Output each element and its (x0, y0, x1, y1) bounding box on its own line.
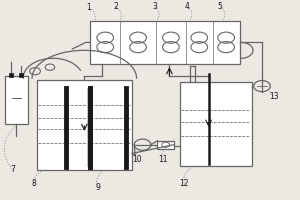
Text: 13: 13 (269, 92, 279, 101)
Text: 9: 9 (95, 183, 100, 192)
Bar (87, 88, 93, 167)
Bar (37, 80, 132, 170)
Bar (180, 82, 251, 166)
Text: 1: 1 (86, 3, 91, 12)
Text: 8: 8 (31, 179, 36, 188)
Text: 10: 10 (132, 155, 141, 164)
Bar (5, 76, 28, 124)
Text: 7: 7 (10, 165, 15, 174)
Text: 5: 5 (218, 2, 223, 11)
Text: 3: 3 (152, 2, 157, 11)
Text: 12: 12 (180, 179, 189, 188)
Bar (90, 21, 240, 64)
Bar (158, 141, 174, 149)
Text: 4: 4 (185, 2, 190, 11)
Text: 11: 11 (159, 155, 168, 164)
Bar (9, 73, 13, 77)
Text: 2: 2 (113, 2, 118, 11)
Bar (19, 73, 22, 77)
